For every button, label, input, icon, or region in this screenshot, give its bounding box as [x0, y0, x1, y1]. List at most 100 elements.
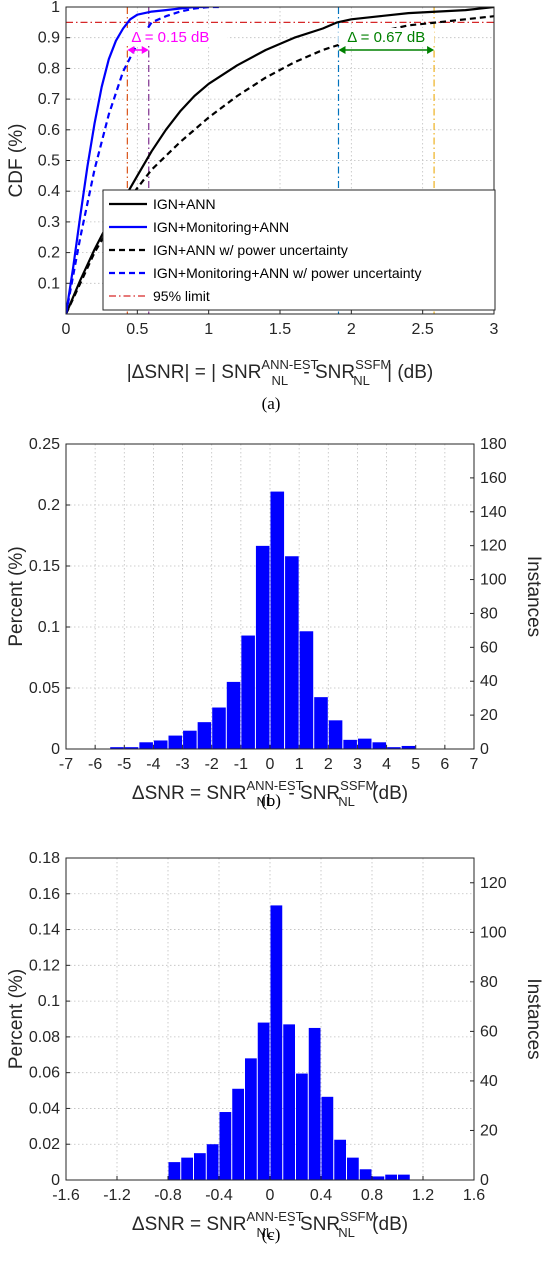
y2-tick-label: 140	[480, 504, 507, 521]
histogram-bar	[206, 1144, 219, 1180]
legend-box	[102, 189, 496, 311]
y-tick-label: 0.1	[38, 993, 60, 1010]
figure-caption: (b)	[261, 791, 281, 810]
x-axis-label-part: SSFM	[340, 1209, 376, 1224]
histogram-bar	[321, 1096, 334, 1180]
chart-1-grid	[65, 443, 475, 750]
y2-tick-label: 120	[480, 875, 507, 892]
legend-label: 95% limit	[153, 288, 210, 304]
x-tick-label: 2	[347, 321, 356, 338]
y2-tick-label: 160	[480, 470, 507, 487]
y-tick-label: 0.6	[38, 122, 60, 139]
x-tick-label: -1.6	[52, 1187, 80, 1204]
y2-tick-label: 20	[480, 707, 498, 724]
y-tick-label: 0.9	[38, 30, 60, 47]
delta-arrowhead-right	[427, 45, 435, 54]
x-tick-label: -0.4	[205, 1187, 233, 1204]
y-tick-label: 0.16	[29, 886, 60, 903]
x-axis-label-part: NL	[257, 794, 274, 809]
delta-arrowhead-left	[127, 45, 135, 54]
histogram-bar	[328, 720, 343, 749]
x-tick-label: 4	[382, 756, 391, 773]
y-tick-label: 0.06	[29, 1065, 60, 1082]
plot-frame	[65, 857, 475, 1181]
x-tick-label: -7	[59, 756, 73, 773]
y2-tick-label: 80	[480, 974, 498, 991]
x-tick-label: -6	[88, 756, 102, 773]
y-tick-label: 0.2	[38, 245, 60, 262]
x-axis-label-part: NL	[338, 1225, 355, 1240]
histogram-bar	[401, 745, 416, 749]
y-tick-label: 0.04	[29, 1100, 60, 1117]
y-tick-label: 0.12	[29, 957, 60, 974]
histogram-bar	[347, 1157, 359, 1180]
y2-axis-label: Instances	[523, 978, 542, 1059]
histogram-bar	[197, 722, 212, 749]
histogram-bar	[232, 1088, 244, 1180]
x-tick-label: -3	[175, 756, 189, 773]
x-tick-label: -5	[117, 756, 131, 773]
histogram-bar	[255, 545, 270, 749]
chart-2-grid	[65, 857, 475, 1181]
delta-label: Δ = 0.15 dB	[131, 29, 209, 46]
x-axis-label-part: - SNR	[283, 783, 340, 804]
histogram-bar	[285, 556, 299, 749]
x-tick-label: 5	[411, 756, 420, 773]
histogram-bar	[139, 742, 153, 749]
x-axis-label-part: (dB)	[367, 783, 408, 804]
x-axis-label-part: ΔSNR = SNR	[132, 1214, 247, 1235]
y-tick-label: 0	[51, 741, 60, 758]
y2-tick-label: 100	[480, 924, 507, 941]
x-tick-label: 0.4	[310, 1187, 332, 1204]
histogram-bar	[168, 1162, 181, 1180]
x-axis-label-part: NL	[353, 373, 370, 388]
histogram-bar	[372, 1176, 385, 1180]
y2-tick-label: 180	[480, 436, 507, 453]
y2-tick-label: 60	[480, 1023, 498, 1040]
histogram-bar	[296, 1073, 308, 1180]
x-tick-label: -1	[234, 756, 248, 773]
x-axis-label-part: - SNR	[298, 362, 355, 383]
x-tick-label: 1.5	[269, 321, 291, 338]
x-tick-label: 7	[470, 756, 479, 773]
histogram-bar	[359, 1169, 372, 1180]
x-tick-label: 2.5	[412, 321, 434, 338]
y-tick-label: 0.18	[29, 850, 60, 867]
x-tick-label: 1.2	[412, 1187, 434, 1204]
x-tick-label: -4	[146, 756, 160, 773]
x-axis-label-part: ANN-EST	[246, 1209, 303, 1224]
y-axis-label: CDF (%)	[6, 124, 27, 198]
y2-tick-label: 0	[480, 741, 489, 758]
histogram-bar	[343, 739, 357, 749]
y-axis-label: Percent (%)	[6, 969, 27, 1069]
x-tick-label: -0.8	[154, 1187, 182, 1204]
histogram-bar	[299, 631, 314, 749]
x-axis-label: ΔSNR = SNRANN-EST NL - SNRSSFM NL (dB)	[132, 778, 408, 809]
y-tick-label: 0.14	[29, 922, 60, 939]
x-axis-label-part: NL	[271, 373, 288, 388]
y-tick-label: 0.4	[38, 183, 60, 200]
histogram-bars	[168, 905, 410, 1180]
y-tick-label: 0.3	[38, 214, 60, 231]
y2-tick-label: 80	[480, 605, 498, 622]
histogram-bar	[385, 1174, 397, 1180]
x-tick-label: 1	[204, 321, 213, 338]
x-tick-label: 0	[266, 756, 275, 773]
histogram-bar	[219, 1112, 232, 1180]
plot-frame	[65, 443, 475, 750]
histogram-bar	[270, 905, 283, 1180]
histogram-bar	[124, 747, 139, 749]
x-tick-label: 0.8	[361, 1187, 383, 1204]
figure-caption: (c)	[262, 1225, 281, 1244]
figure-caption: (a)	[262, 394, 281, 413]
histogram-bar	[110, 747, 124, 749]
legend-label: IGN+Monitoring+ANN w/ power uncertainty	[153, 265, 421, 281]
x-tick-label: -1.2	[103, 1187, 131, 1204]
histogram-bar	[226, 681, 241, 749]
y2-tick-label: 20	[480, 1122, 498, 1139]
y2-tick-label: 0	[480, 1172, 489, 1189]
x-tick-label: 1	[295, 756, 304, 773]
y2-tick-label: 40	[480, 673, 498, 690]
y-tick-label: 0.25	[29, 436, 60, 453]
histogram-bar	[183, 730, 197, 749]
